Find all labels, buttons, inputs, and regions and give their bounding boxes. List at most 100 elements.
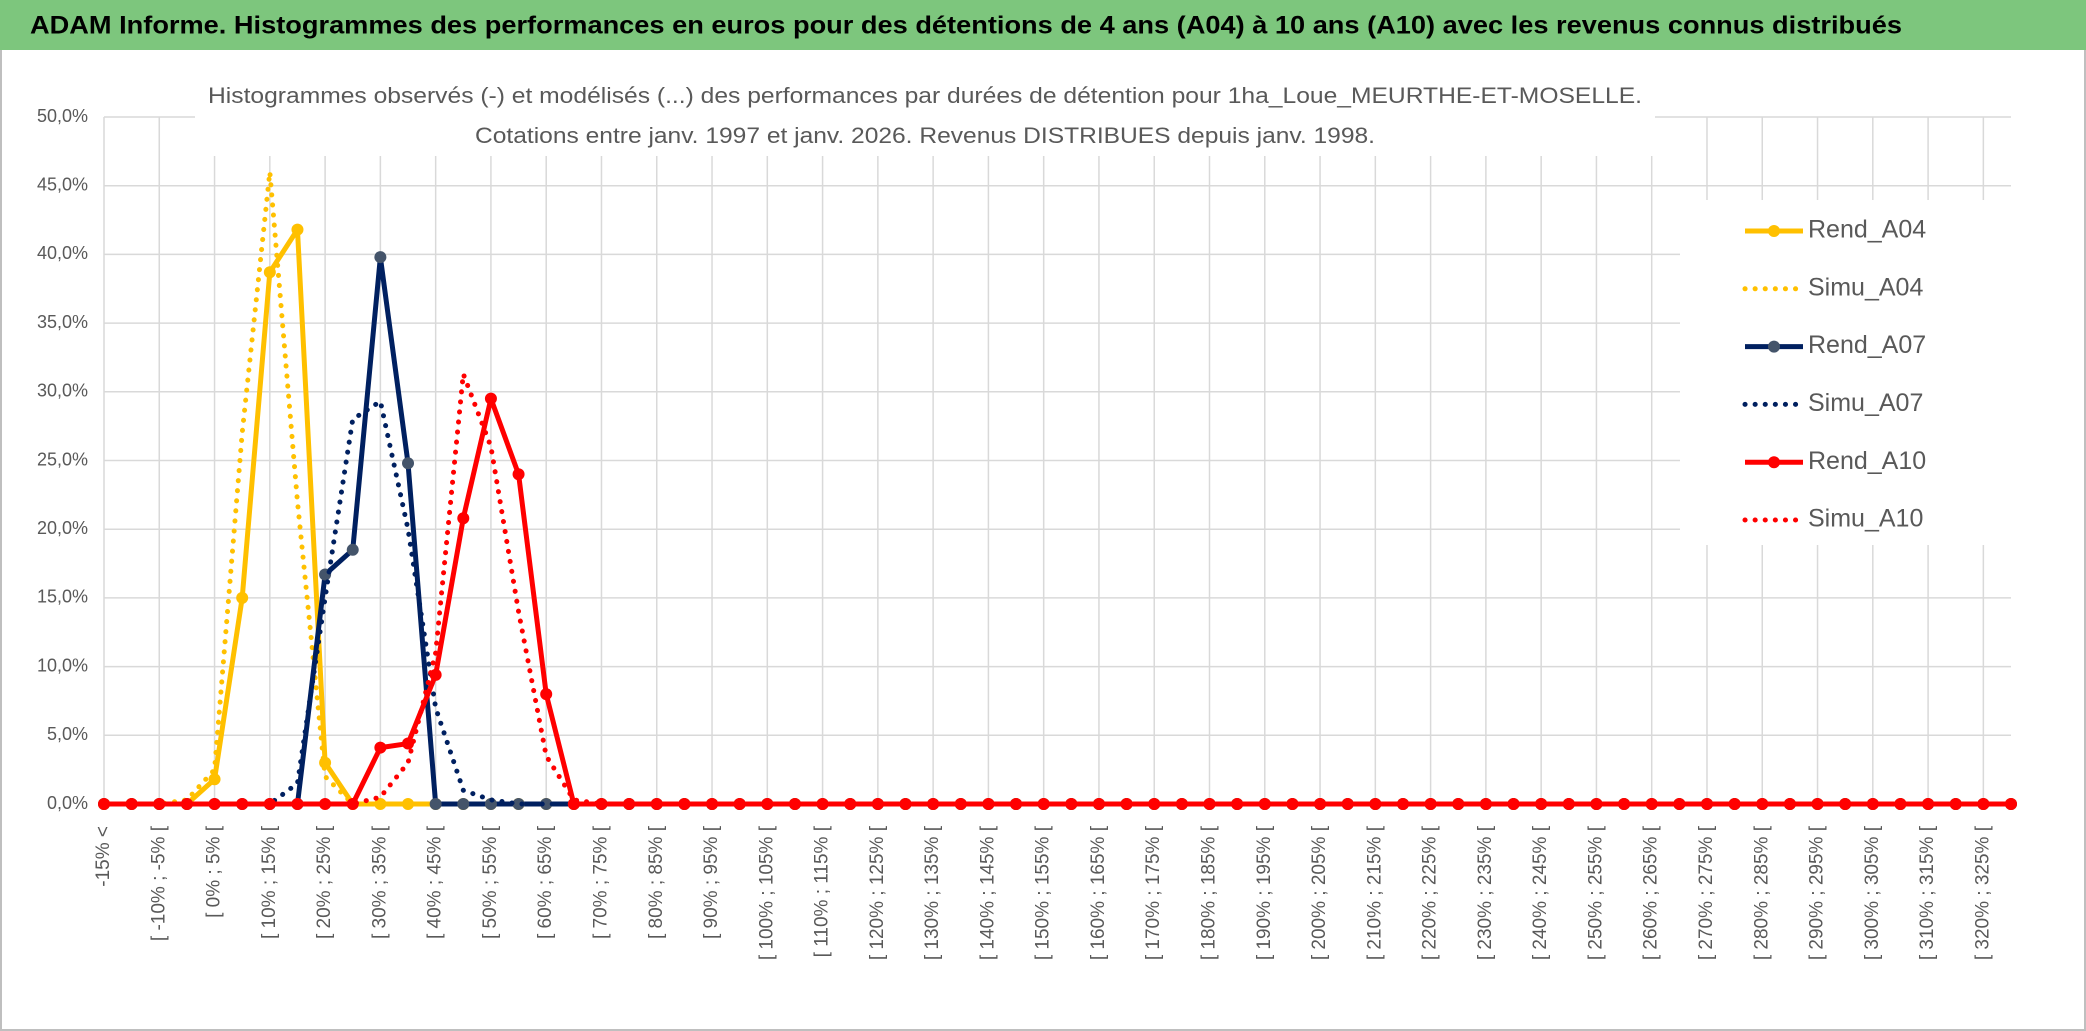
legend-marker [1768,225,1780,237]
data-point [1645,798,1658,810]
x-tick-label: [ 280% ; 285% [ [1751,825,1772,960]
y-tick-label: 30,0% [37,381,88,401]
data-point [402,737,415,750]
data-point [1949,798,1962,810]
data-point [484,392,497,405]
data-point [236,591,249,604]
x-tick-label: [ 40% ; 45% [ [425,825,446,939]
legend-label: Simu_A04 [1808,273,1923,301]
data-point [1562,798,1575,810]
x-tick-label: [ 290% ; 295% [ [1807,825,1828,960]
x-tick-label: [ 140% ; 145% [ [977,825,998,960]
data-point [788,798,801,810]
x-tick-label: [ 10% ; 15% [ [259,825,280,939]
x-tick-label: [ 220% ; 225% [ [1420,825,1441,960]
subtitle: Histogrammes observés (-) et modélisés (… [208,83,1642,108]
subtitle: Cotations entre janv. 1997 et janv. 2026… [475,123,1375,148]
y-tick-label: 0,0% [47,793,88,813]
data-point [1037,798,1050,810]
x-tick-label: [ 170% ; 175% [ [1143,825,1164,960]
data-point [1203,798,1216,810]
x-tick-label: [ 240% ; 245% [ [1530,825,1551,960]
chart-title: ADAM Informe. Histogrammes des performan… [30,12,1902,40]
legend-background [1680,200,2020,545]
data-point [706,798,719,810]
data-point [1756,798,1769,810]
x-tick-label: [ 0% ; 5% [ [204,825,225,918]
legend-label: Simu_A07 [1808,389,1923,417]
x-tick-label: [ 50% ; 55% [ [480,825,501,939]
x-tick-label: [ 230% ; 235% [ [1475,825,1496,960]
x-tick-label: [ 320% ; 325% [ [1972,825,1993,960]
y-tick-label: 10,0% [37,655,88,675]
x-tick-label: [ 310% ; 315% [ [1917,825,1938,960]
data-point [1618,798,1631,810]
x-tick-label: [ -10% ; -5% [ [148,825,169,941]
x-tick-label: [ 20% ; 25% [ [314,825,335,939]
title-bar [0,0,2086,50]
data-point [346,543,359,556]
data-point [595,798,608,810]
data-point [512,468,525,481]
x-tick-label: [ 250% ; 255% [ [1585,825,1606,960]
x-tick-label: [ 100% ; 105% [ [756,825,777,960]
x-tick-label: [ 300% ; 305% [ [1862,825,1883,960]
x-tick-label: [ 200% ; 205% [ [1309,825,1330,960]
data-point [1839,798,1852,810]
x-tick-label: [ 60% ; 65% [ [535,825,556,939]
data-point [291,223,304,236]
x-tick-label: [ 90% ; 95% [ [701,825,722,939]
x-tick-label: [ 30% ; 35% [ [369,825,390,939]
data-point [1977,798,1990,810]
data-point [153,798,166,810]
data-point [1231,798,1244,810]
data-point [263,798,276,810]
data-point [1866,798,1879,810]
x-tick-label: [ 260% ; 265% [ [1641,825,1662,960]
data-point [816,798,829,810]
y-tick-label: 40,0% [37,243,88,263]
data-point [1728,798,1741,810]
data-point [429,798,442,810]
x-tick-label: [ 110% ; 115% [ [812,825,833,957]
legend: Rend_A04 Simu_A04 Rend_A07 Simu_A07 Rend_A10… [1742,216,1926,533]
data-point [374,741,387,754]
legend-marker [1768,456,1780,469]
x-tick-label: [ 120% ; 125% [ [867,825,888,960]
x-tick-label: [ 160% ; 165% [ [1088,825,1109,960]
data-point [208,773,221,786]
x-tick-label: [ 210% ; 215% [ [1364,825,1385,960]
data-point [1314,798,1327,810]
y-tick-label: 35,0% [37,312,88,332]
data-point [899,798,912,810]
y-tick-label: 20,0% [37,518,88,538]
x-tick-label: [ 180% ; 185% [ [1199,825,1220,960]
legend-label: Rend_A10 [1808,447,1926,475]
series-line [104,396,2011,807]
y-tick-label: 15,0% [37,587,88,607]
x-tick-label: -15% < [93,826,114,887]
data-point [540,688,553,701]
data-point [1010,798,1023,810]
data-point [1424,798,1437,810]
subtitle-background [195,78,1655,156]
legend-label: Simu_A10 [1808,505,1923,533]
data-point [125,798,138,810]
data-point [374,798,387,810]
legend-marker [1768,340,1780,353]
plot [98,169,2017,810]
x-tick-label: [ 70% ; 75% [ [590,825,611,939]
data-point [540,798,553,810]
legend-label: Rend_A04 [1808,216,1926,244]
y-tick-label: 5,0% [47,724,88,744]
data-point [402,457,415,470]
y-tick-label: 45,0% [37,174,88,194]
data-point [263,266,276,279]
y-tick-label: 50,0% [37,106,88,126]
data-point [927,798,940,810]
data-point [1120,798,1133,810]
data-point [1341,798,1354,810]
data-point [236,798,249,810]
x-tick-label: [ 80% ; 85% [ [646,825,667,939]
